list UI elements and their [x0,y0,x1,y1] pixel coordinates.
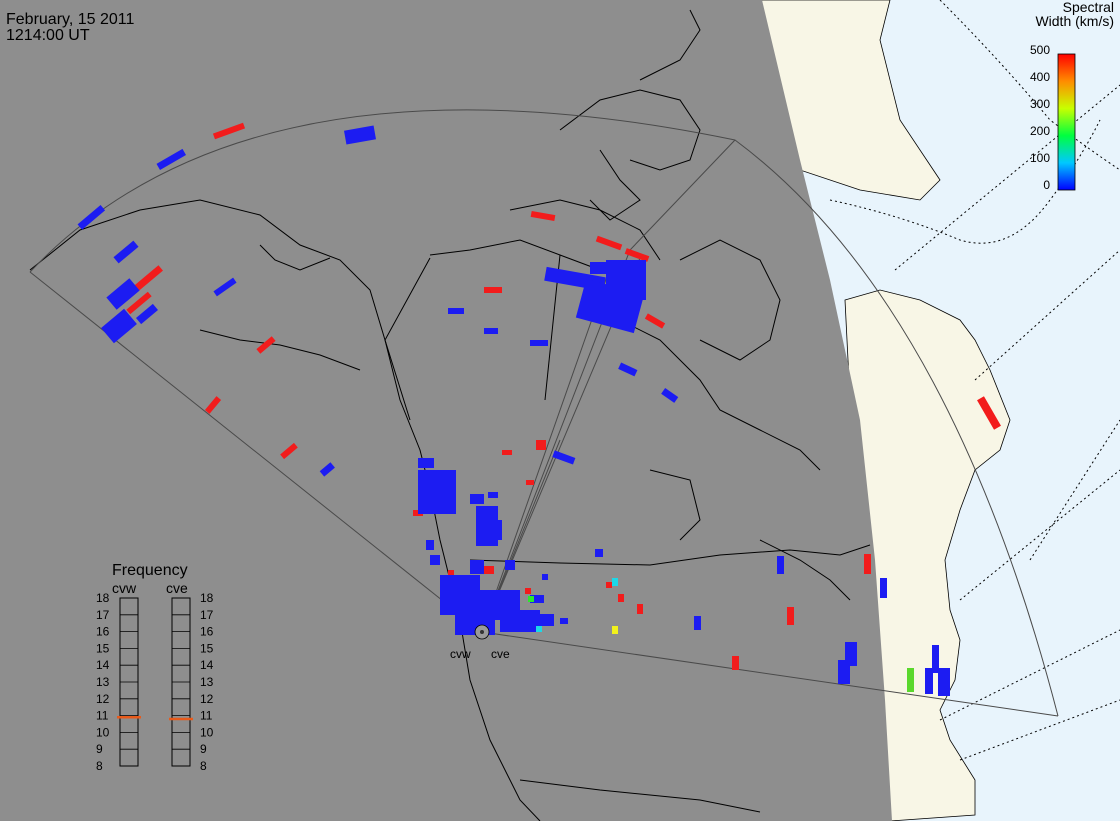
date-label: February, 15 2011 [6,11,135,28]
frequency-scale-label: 17 [96,608,110,622]
frequency-scale-label: 15 [96,641,110,655]
colorbar-tick-label: 500 [1029,43,1050,57]
echoes-low-width [77,125,950,696]
night-side-region [0,0,892,821]
frequency-scale-label: 12 [96,692,110,706]
frequency-scale-label: 13 [96,675,110,689]
frequency-scale-label: 11 [96,709,109,723]
colorbar-tick-label: 0 [1043,178,1050,192]
frequency-scale-label: 11 [200,709,213,723]
frequency-boxes: 18 17 16 15 14 13 12 11 10 9 8 18 17 16 15 14 13 12 11 10 9 8 [96,591,214,773]
radar-site-marker [474,624,490,640]
frequency-scale-label: 16 [200,625,214,639]
echoes-mid-width [528,578,914,692]
frequency-scale-label: 10 [96,725,110,739]
frequency-scale-label: 13 [200,675,214,689]
coastlines [29,9,851,821]
frequency-scale-label: 8 [200,759,207,773]
colorbar-scale [1057,53,1076,191]
frequency-col-label-cve: cve [166,580,188,596]
colorbar-title-line1: Spectral [1062,0,1114,15]
radar-label-cvw: cvw [450,647,471,661]
frequency-scale-label: 10 [200,725,214,739]
frequency-scale-label: 15 [200,641,214,655]
frequency-col-label-cvw: cvw [112,580,137,596]
frequency-scale-label: 17 [200,608,214,622]
frequency-scale-label: 9 [96,742,103,756]
radar-label-cve: cve [491,647,510,661]
frequency-panel-title: Frequency [112,562,188,579]
colorbar-title-line2: Width (km/s) [1035,13,1114,29]
colorbar-tick-label: 100 [1029,151,1050,165]
frequency-scale-label: 14 [200,658,214,672]
frequency-scale-label: 18 [200,591,214,605]
colorbar-tick-label: 200 [1029,124,1050,138]
frequency-scale-label: 16 [96,625,110,639]
frequency-scale-label: 14 [96,658,110,672]
time-label: 1214:00 UT [6,27,90,44]
frequency-scale-label: 12 [200,692,214,706]
frequency-scale-label: 9 [200,742,207,756]
frequency-scale-label: 8 [96,759,103,773]
colorbar-tick-label: 400 [1029,70,1050,84]
frequency-scale-label: 18 [96,591,110,605]
colorbar-tick-label: 300 [1029,97,1050,111]
frequency-panel: Frequency cvw cve 1817161514131211109818… [96,562,214,773]
